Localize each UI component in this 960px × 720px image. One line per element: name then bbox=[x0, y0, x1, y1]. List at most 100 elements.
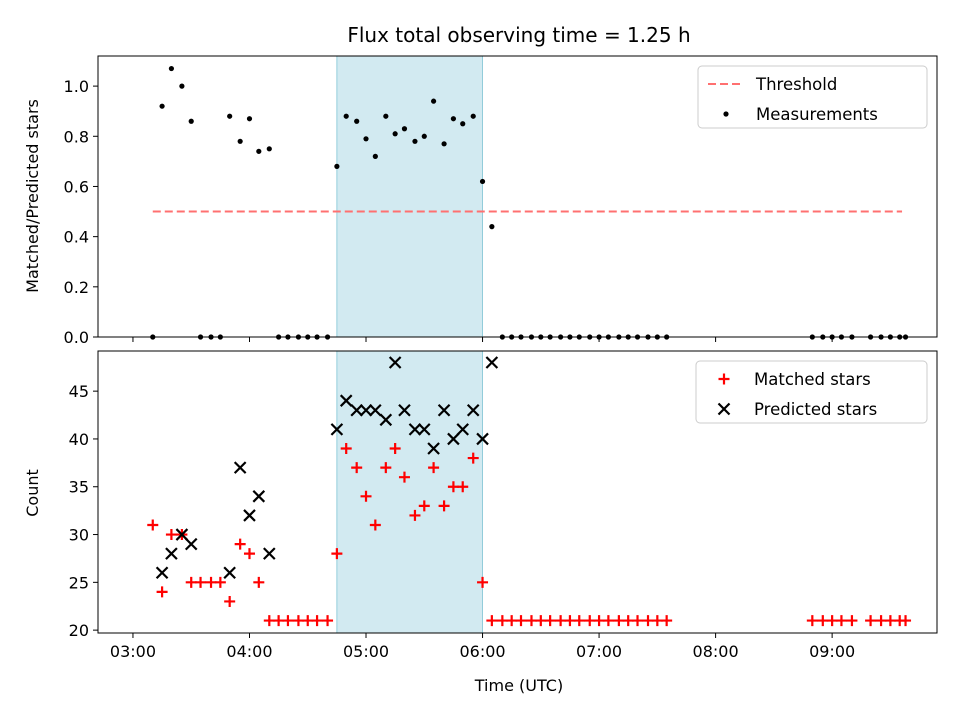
bottom-point bbox=[205, 576, 217, 588]
bottom-point bbox=[418, 500, 430, 512]
top-point bbox=[450, 116, 457, 122]
bottom-point bbox=[389, 443, 401, 455]
bottom-point bbox=[147, 519, 159, 531]
bottom-legend: Matched stars Predicted stars bbox=[695, 360, 928, 424]
top-point bbox=[159, 103, 165, 109]
bottom-point bbox=[835, 615, 847, 627]
bottom-point bbox=[263, 615, 275, 627]
top-point bbox=[401, 126, 408, 132]
bottom-point bbox=[437, 403, 451, 417]
bottom-point bbox=[427, 442, 440, 455]
bottom-point bbox=[622, 615, 634, 627]
bottom-point bbox=[185, 576, 197, 588]
bottom-point bbox=[466, 403, 480, 417]
bottom-point bbox=[485, 356, 499, 369]
bottom-point bbox=[165, 547, 178, 560]
bottom-point bbox=[398, 403, 411, 417]
bottom-point bbox=[506, 615, 518, 627]
top-panel: 0.0 0.2 0.4 0.6 0.8 1.0 Threshold Measurements bbox=[64, 55, 938, 347]
bottom-point bbox=[156, 586, 168, 598]
bottom-panel: 20 25 30 35 40 45 03:00 04:00 05:00 06:00 07:00 08:… bbox=[69, 350, 938, 661]
bottom-point bbox=[613, 615, 625, 627]
bottom-y-tick-label: 35 bbox=[69, 478, 89, 497]
x-tick-label: 08:00 bbox=[693, 642, 739, 661]
bottom-y-tick-label: 25 bbox=[69, 573, 89, 592]
bottom-point bbox=[486, 615, 498, 627]
top-point bbox=[489, 224, 495, 230]
bottom-point bbox=[476, 432, 489, 446]
legend-plus-swatch bbox=[718, 373, 730, 385]
bottom-point bbox=[544, 615, 556, 627]
bottom-point bbox=[398, 471, 410, 483]
bottom-point bbox=[817, 615, 829, 627]
bottom-point bbox=[330, 423, 344, 436]
bottom-y-axis-label: Count bbox=[23, 469, 42, 517]
bottom-point bbox=[339, 394, 353, 407]
top-point bbox=[179, 83, 185, 89]
bottom-point bbox=[535, 615, 547, 627]
bottom-point bbox=[360, 490, 372, 502]
x-tick-label: 04:00 bbox=[226, 642, 272, 661]
bottom-point bbox=[322, 615, 334, 627]
bottom-point bbox=[292, 615, 304, 627]
top-legend-box bbox=[697, 65, 928, 129]
bottom-point bbox=[350, 403, 363, 417]
bottom-point bbox=[234, 538, 246, 550]
bottom-point bbox=[253, 576, 265, 588]
x-tick-label: 06:00 bbox=[459, 642, 505, 661]
bottom-point bbox=[311, 615, 323, 627]
top-legend: Threshold Measurements bbox=[697, 65, 928, 129]
top-axes-frame bbox=[97, 55, 938, 338]
legend-cross-swatch bbox=[717, 402, 731, 416]
bottom-point bbox=[593, 615, 605, 627]
bottom-y-tick-label: 45 bbox=[69, 382, 89, 401]
bottom-point bbox=[165, 529, 177, 541]
bottom-point bbox=[584, 615, 596, 627]
bottom-series-0 bbox=[147, 443, 912, 627]
bottom-point bbox=[447, 432, 460, 446]
top-y-tick-label: 0.0 bbox=[64, 328, 89, 347]
bottom-point bbox=[456, 423, 470, 436]
bottom-y-tick-label: 40 bbox=[69, 430, 89, 449]
top-point bbox=[246, 116, 253, 122]
bottom-point bbox=[661, 615, 673, 627]
bottom-point bbox=[496, 615, 508, 627]
top-point bbox=[441, 141, 447, 147]
bottom-point bbox=[525, 615, 537, 627]
legend-dot-swatch bbox=[723, 111, 729, 117]
top-y-tick-label: 0.4 bbox=[64, 228, 89, 247]
bottom-point bbox=[155, 566, 169, 580]
top-y-axis-label: Matched/Predicted stars bbox=[23, 99, 42, 293]
top-point bbox=[431, 98, 437, 104]
top-y-tick-label: 0.6 bbox=[64, 177, 89, 196]
bottom-point bbox=[477, 576, 489, 588]
bottom-point bbox=[555, 615, 567, 627]
bottom-point bbox=[467, 452, 479, 464]
bottom-point bbox=[438, 500, 450, 512]
x-tick-label: 03:00 bbox=[110, 642, 156, 661]
chart-title: Flux total observing time = 1.25 h bbox=[347, 23, 690, 47]
bottom-y-tick-label: 30 bbox=[69, 526, 89, 545]
bottom-point bbox=[642, 615, 654, 627]
top-point bbox=[479, 178, 486, 185]
bottom-series-1 bbox=[155, 356, 499, 580]
bottom-point bbox=[380, 462, 392, 474]
bottom-point bbox=[184, 537, 198, 551]
x-tick-label: 09:00 bbox=[809, 642, 855, 661]
x-tick-label: 05:00 bbox=[343, 642, 389, 661]
top-point bbox=[343, 113, 349, 119]
top-point bbox=[383, 113, 389, 119]
x-tick-label: 07:00 bbox=[576, 642, 622, 661]
bottom-point bbox=[826, 615, 838, 627]
legend-label: Matched stars bbox=[754, 370, 871, 389]
bottom-point bbox=[602, 615, 614, 627]
bottom-point bbox=[884, 615, 896, 627]
bottom-point bbox=[515, 615, 527, 627]
bottom-point bbox=[195, 576, 207, 588]
top-point bbox=[256, 148, 262, 154]
bottom-point bbox=[632, 615, 644, 627]
bottom-point bbox=[418, 423, 431, 436]
top-point bbox=[266, 146, 272, 152]
bottom-point bbox=[224, 595, 236, 607]
bottom-point bbox=[233, 461, 247, 474]
